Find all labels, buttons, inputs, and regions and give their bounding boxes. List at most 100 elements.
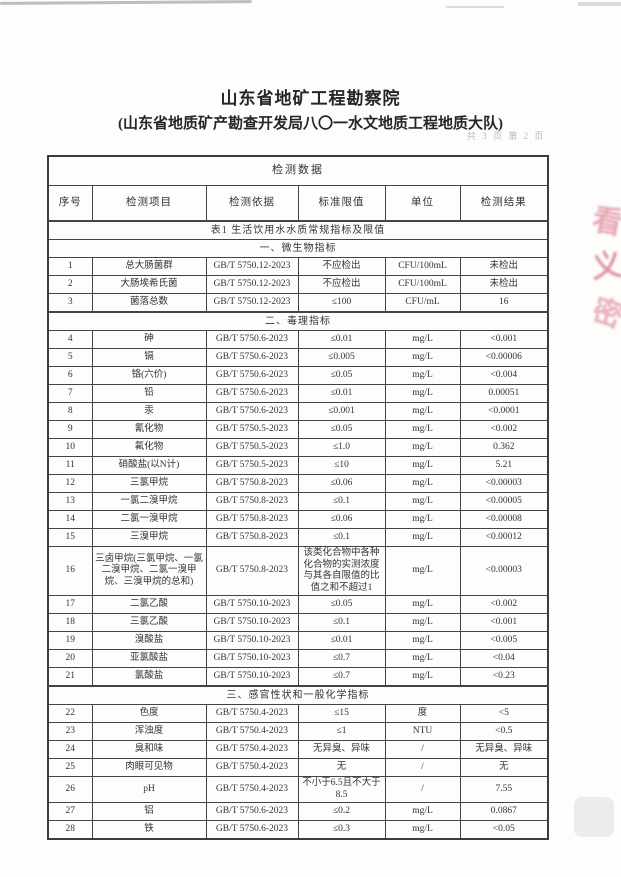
cell-item: 菌落总数 — [91, 293, 207, 313]
cell-unit: mg/L — [384, 348, 461, 367]
cell-no: 3 — [47, 293, 93, 313]
cell-unit: mg/L — [384, 438, 461, 457]
cell-limit: 不应检出 — [297, 275, 386, 294]
cell-unit: mg/L — [384, 330, 461, 349]
table-caption: 表1 生活饮用水水质常规指标及限值 — [47, 220, 549, 240]
section-header-row: 二、毒理指标 — [47, 311, 549, 331]
cell-no: 17 — [47, 595, 93, 614]
scan-artifact-top-middle — [446, 6, 504, 8]
cell-basis: GB/T 5750.10-2023 — [205, 595, 299, 614]
cell-basis: GB/T 5750.6-2023 — [205, 348, 299, 367]
organization-subtitle: (山东省地质矿产勘查开发局八〇一水文地质工程地质大队) — [118, 116, 503, 132]
cell-basis: GB/T 5750.4-2023 — [205, 758, 299, 777]
cell-unit: mg/L — [384, 667, 461, 687]
cell-result: <0.5 — [459, 722, 549, 741]
table-title: 检测数据 — [47, 155, 549, 186]
cell-unit: mg/L — [384, 613, 461, 632]
cell-unit: 度 — [384, 704, 461, 723]
cell-item: 浑浊度 — [91, 722, 207, 741]
cell-item: 氟化物 — [91, 438, 207, 457]
cell-item: pH — [91, 776, 207, 803]
cell-unit: mg/L — [384, 402, 461, 421]
table-caption-row: 表1 生活饮用水水质常规指标及限值 — [47, 220, 549, 240]
column-header-item: 检测项目 — [91, 185, 207, 222]
cell-result: 5.21 — [459, 456, 549, 475]
cell-basis: GB/T 5750.10-2023 — [205, 649, 299, 668]
cell-no: 10 — [47, 438, 93, 457]
cell-limit: ≤0.01 — [297, 330, 386, 349]
cell-basis: GB/T 5750.12-2023 — [205, 275, 299, 294]
cell-result: 未检出 — [459, 257, 549, 276]
cell-unit: mg/L — [384, 456, 461, 475]
cell-unit: CFU/100mL — [384, 275, 461, 294]
cell-item: 铁 — [91, 820, 207, 840]
cell-no: 27 — [47, 802, 93, 821]
column-header-result: 检测结果 — [459, 185, 549, 222]
table-row: 16 三卤甲烷(三氯甲烷、一氯二溴甲烷、二氯一溴甲烷、三溴甲烷的总和) GB/T 5… — [47, 546, 549, 596]
results-table: 检测数据 序号 检测项目 检测依据 标准限值 单位 检测结果 表1 生活饮用水水… — [47, 155, 550, 840]
cell-no: 23 — [47, 722, 93, 741]
cell-limit: ≤0.01 — [297, 384, 386, 403]
cell-unit: mg/L — [384, 631, 461, 650]
table-row: 26 pH GB/T 5750.4-2023 不小于6.5且不大于8.5/7.55 — [47, 776, 549, 803]
cell-basis: GB/T 5750.10-2023 — [205, 631, 299, 650]
cell-item: 总大肠菌群 — [91, 257, 207, 276]
cell-result: 0.00051 — [459, 384, 549, 403]
cell-unit: mg/L — [384, 384, 461, 403]
table-row: 20 亚氯酸盐 GB/T 5750.10-2023 ≤0.7 mg/L <0.04 — [47, 649, 549, 668]
cell-unit: / — [384, 758, 461, 777]
cell-item: 溴酸盐 — [91, 631, 207, 650]
cell-basis: GB/T 5750.6-2023 — [205, 402, 299, 421]
cell-basis: GB/T 5750.5-2023 — [205, 438, 299, 457]
table-row: 14 二氯一溴甲烷 GB/T 5750.8-2023 ≤0.06 mg/L <0.0000… — [47, 510, 549, 529]
cell-limit: ≤0.005 — [297, 348, 386, 367]
cell-result: <0.002 — [459, 595, 549, 614]
organization-title: 山东省地矿工程勘察院 — [220, 89, 401, 108]
cell-result: <0.00006 — [459, 348, 549, 367]
cell-item: 铬(六价) — [91, 366, 207, 385]
cell-unit: mg/L — [384, 420, 461, 439]
cell-basis: GB/T 5750.10-2023 — [205, 613, 299, 632]
table-row: 27 铝 GB/T 5750.6-2023 ≤0.2 mg/L 0.0867 — [47, 802, 549, 821]
cell-unit: mg/L — [384, 546, 461, 596]
table-row: 24 臭和味 GB/T 5750.4-2023 无异臭、异味 / 无异臭、异味 — [47, 740, 549, 759]
cell-limit: ≤0.3 — [297, 820, 386, 840]
cell-result: 无异臭、异味 — [459, 740, 549, 759]
table-row: 25 肉眼可见物 GB/T 5750.4-2023 无 / 无 — [47, 758, 549, 777]
cell-result: <0.00003 — [459, 474, 549, 493]
table-row: 6 铬(六价) GB/T 5750.6-2023 ≤0.05 mg/L <0.004 — [47, 366, 549, 385]
document-header: 山东省地矿工程勘察院 (山东省地质矿产勘查开发局八〇一水文地质工程地质大队) — [0, 84, 621, 133]
cell-unit: NTU — [384, 722, 461, 741]
cell-limit: 该类化合物中各种化合物的实测浓度与其各自限值的比值之和不超过1 — [297, 546, 386, 596]
cell-result: <0.001 — [459, 330, 549, 349]
cell-no: 26 — [47, 776, 93, 803]
cell-no: 11 — [47, 456, 93, 475]
cell-unit: mg/L — [384, 820, 461, 840]
cell-no: 22 — [47, 704, 93, 723]
table-row: 4 砷 GB/T 5750.6-2023 ≤0.01 mg/L <0.001 — [47, 330, 549, 349]
cell-limit: ≤0.01 — [297, 631, 386, 650]
cell-item: 三氯乙酸 — [91, 613, 207, 632]
cell-result: <0.005 — [459, 631, 549, 650]
table-row: 13 一氯二溴甲烷 GB/T 5750.8-2023 ≤0.1 mg/L <0.00005 — [47, 492, 549, 511]
cell-item: 肉眼可见物 — [91, 758, 207, 777]
column-header-basis: 检测依据 — [205, 185, 299, 222]
cell-no: 20 — [47, 649, 93, 668]
cell-no: 24 — [47, 740, 93, 759]
cell-no: 18 — [47, 613, 93, 632]
cell-result: <0.002 — [459, 420, 549, 439]
column-header-unit: 单位 — [384, 185, 461, 222]
cell-no: 13 — [47, 492, 93, 511]
cell-no: 15 — [47, 528, 93, 547]
cell-no: 1 — [47, 257, 93, 276]
cell-no: 14 — [47, 510, 93, 529]
page-number-note: 共 3 页 第 2 页 — [467, 131, 546, 141]
table-row: 19 溴酸盐 GB/T 5750.10-2023 ≤0.01 mg/L <0.005 — [47, 631, 549, 650]
cell-basis: GB/T 5750.8-2023 — [205, 492, 299, 511]
cell-limit: ≤0.06 — [297, 510, 386, 529]
cell-limit: ≤0.06 — [297, 474, 386, 493]
cell-limit: ≤0.2 — [297, 802, 386, 821]
cell-unit: mg/L — [384, 510, 461, 529]
table-row: 8 汞 GB/T 5750.6-2023 ≤0.001 mg/L <0.0001 — [47, 402, 549, 421]
